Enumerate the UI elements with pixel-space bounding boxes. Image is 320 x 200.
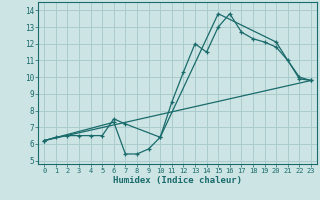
X-axis label: Humidex (Indice chaleur): Humidex (Indice chaleur) [113, 176, 242, 185]
